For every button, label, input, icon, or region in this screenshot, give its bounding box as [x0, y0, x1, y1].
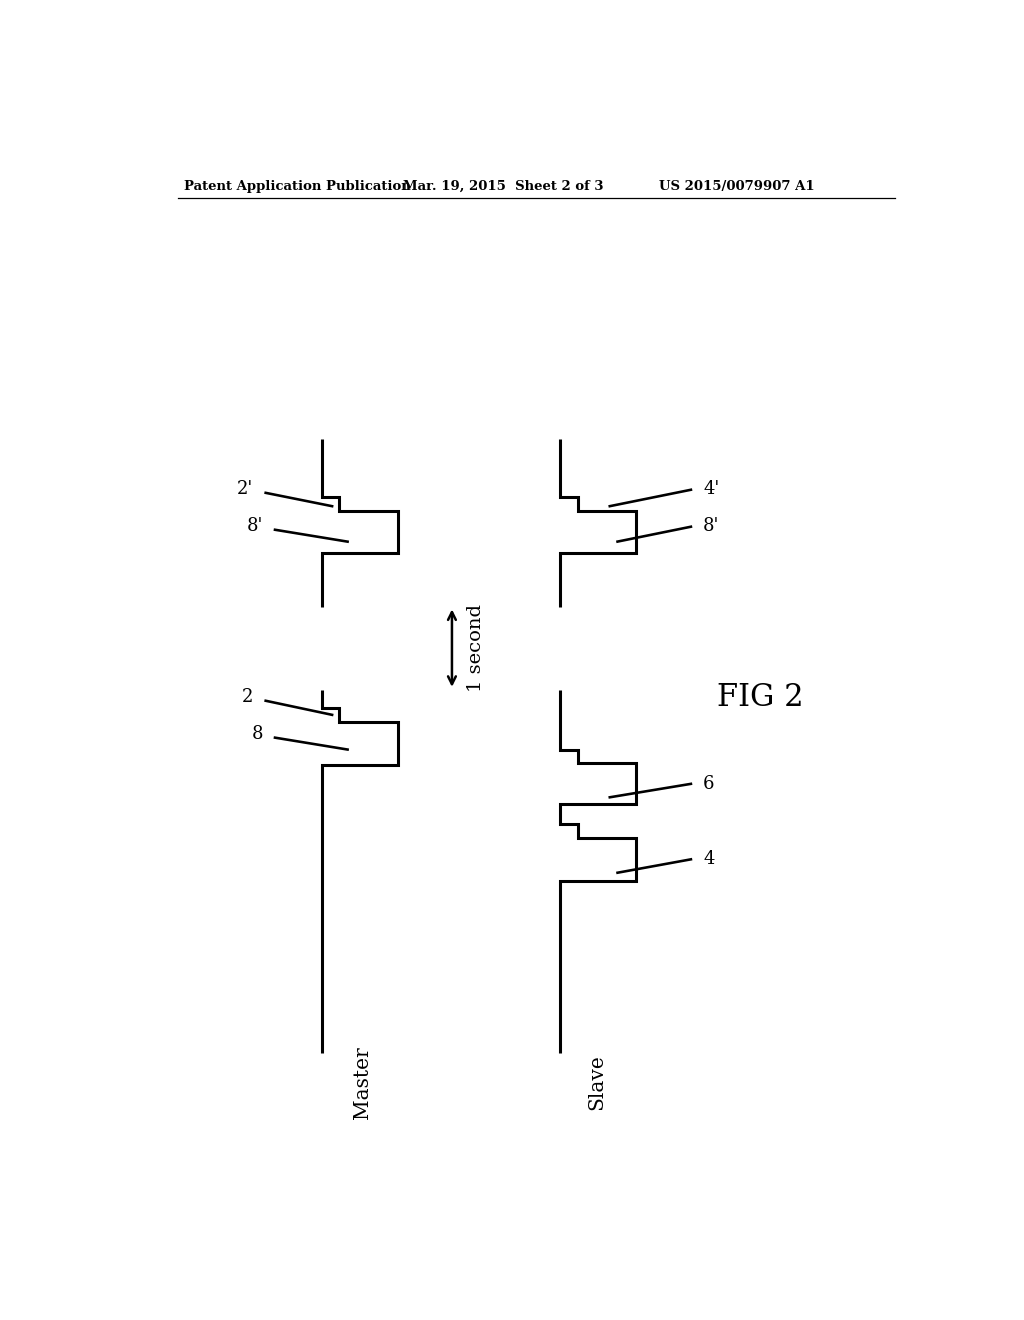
- Text: 8': 8': [703, 517, 720, 536]
- Text: 1 second: 1 second: [467, 605, 485, 692]
- Text: Slave: Slave: [588, 1055, 606, 1110]
- Text: 4': 4': [703, 480, 719, 499]
- Text: Mar. 19, 2015  Sheet 2 of 3: Mar. 19, 2015 Sheet 2 of 3: [403, 180, 603, 193]
- Text: FIG 2: FIG 2: [717, 682, 804, 713]
- Text: Master: Master: [352, 1045, 372, 1119]
- Text: 4: 4: [703, 850, 715, 869]
- Text: 2: 2: [242, 689, 254, 706]
- Text: 2': 2': [238, 480, 254, 499]
- Text: US 2015/0079907 A1: US 2015/0079907 A1: [658, 180, 814, 193]
- Text: 8: 8: [252, 726, 263, 743]
- Text: Patent Application Publication: Patent Application Publication: [183, 180, 411, 193]
- Text: 6: 6: [703, 775, 715, 792]
- Text: 8': 8': [247, 517, 263, 536]
